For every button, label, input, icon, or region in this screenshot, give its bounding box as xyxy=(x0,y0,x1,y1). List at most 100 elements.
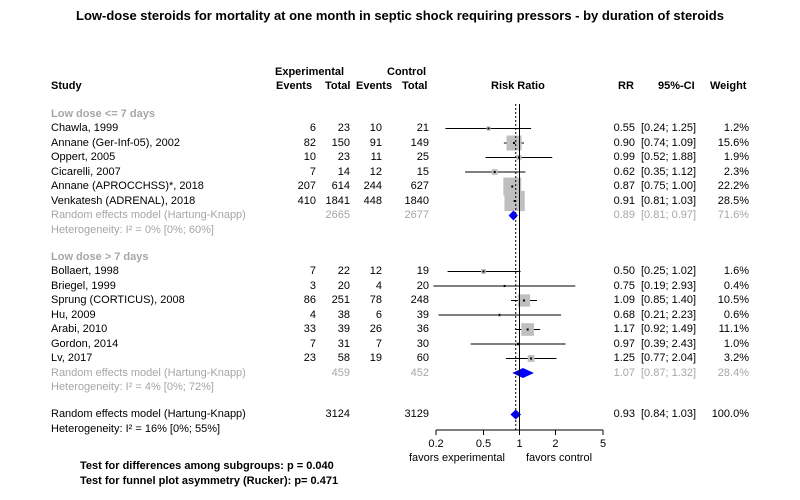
point-estimate xyxy=(498,314,501,316)
header-exp-total: Total xyxy=(325,80,351,92)
point-estimate xyxy=(493,171,496,173)
header-ci: 95%-CI xyxy=(658,80,695,92)
point-estimate xyxy=(487,127,490,130)
ci-cell: [0.84; 1.03] xyxy=(641,408,697,420)
ctl-total-cell: 20 xyxy=(416,279,429,292)
ctl-events-cell: 26 xyxy=(369,323,382,335)
chart-title: Low-dose steroids for mortality at one m… xyxy=(76,8,724,23)
exp-total-cell: 2665 xyxy=(325,209,350,221)
ctl-events-cell: 78 xyxy=(369,294,382,306)
ci-cell: [0.21; 2.23] xyxy=(641,308,697,321)
rr-cell: 0.93 xyxy=(613,408,635,420)
header-ctl-total: Total xyxy=(402,80,428,92)
header-exp-events: Events xyxy=(276,80,313,92)
exp-events-cell: 82 xyxy=(303,136,316,149)
weight-cell: 11.1% xyxy=(718,323,749,335)
random-effects-label: Random effects model (Hartung-Knapp) xyxy=(51,209,246,221)
header-ctl-events: Events xyxy=(356,80,393,92)
ctl-events-cell: 91 xyxy=(369,136,382,149)
exp-total-cell: 150 xyxy=(331,136,350,149)
point-estimate xyxy=(516,343,519,345)
ci-cell: [0.87; 1.32] xyxy=(641,366,697,379)
study-name: Oppert, 2005 xyxy=(51,151,116,163)
weight-cell: 1.6% xyxy=(723,265,749,277)
favors-experimental-label: favors experimental xyxy=(409,452,505,464)
study-name: Hu, 2009 xyxy=(51,308,96,321)
subgroup-diamond xyxy=(512,368,534,378)
weight-cell: 28.4% xyxy=(717,366,749,379)
subgroup-label: Low dose <= 7 days xyxy=(51,108,155,120)
ctl-total-cell: 39 xyxy=(416,308,429,321)
exp-events-cell: 4 xyxy=(309,308,316,321)
exp-events-cell: 410 xyxy=(297,194,316,207)
point-estimate xyxy=(530,357,533,360)
ctl-total-cell: 30 xyxy=(416,337,429,350)
weight-cell: 22.2% xyxy=(717,180,749,192)
subgroup-diamond xyxy=(508,210,518,221)
exp-total-cell: 58 xyxy=(337,352,350,364)
x-tick-label: 0.2 xyxy=(428,438,444,450)
rr-cell: 0.87 xyxy=(613,180,635,192)
exp-events-cell: 86 xyxy=(303,294,316,306)
ctl-events-cell: 11 xyxy=(370,151,382,163)
x-tick-label: 2 xyxy=(552,438,559,450)
heterogeneity-label: Heterogeneity: I² = 4% [0%; 72%] xyxy=(51,381,214,393)
study-name: Venkatesh (ADRENAL), 2018 xyxy=(51,194,196,207)
ci-cell: [0.92; 1.49] xyxy=(641,323,697,335)
point-estimate xyxy=(511,185,514,188)
header-control: Control xyxy=(387,66,427,78)
ctl-total-cell: 3129 xyxy=(404,408,429,420)
study-name: Annane (Ger-Inf-05), 2002 xyxy=(51,136,181,149)
rr-cell: 0.99 xyxy=(613,151,635,163)
ctl-events-cell: 12 xyxy=(369,265,382,277)
rr-cell: 0.62 xyxy=(613,165,635,178)
exp-total-cell: 3124 xyxy=(325,408,350,420)
ctl-events-cell: 12 xyxy=(369,165,382,178)
exp-total-cell: 23 xyxy=(337,151,350,163)
overall-heterogeneity: Heterogeneity: I² = 16% [0%; 55%] xyxy=(51,423,221,435)
study-name: Annane (APROCCHSS)*, 2018 xyxy=(51,180,204,192)
weight-cell: 28.5% xyxy=(717,194,749,207)
ctl-total-cell: 60 xyxy=(416,352,429,364)
x-tick-label: 5 xyxy=(599,438,607,450)
ctl-total-cell: 1840 xyxy=(404,194,429,207)
ctl-events-cell: 244 xyxy=(363,180,382,192)
ctl-total-cell: 25 xyxy=(416,151,429,163)
ctl-total-cell: 15 xyxy=(416,165,429,178)
exp-total-cell: 31 xyxy=(337,337,350,350)
funnel-test: Test for funnel plot asymmetry (Rucker):… xyxy=(80,475,339,487)
study-name: Chawla, 1999 xyxy=(51,122,119,134)
ci-cell: [0.74; 1.09] xyxy=(641,136,697,149)
exp-total-cell: 14 xyxy=(337,165,350,178)
ctl-total-cell: 452 xyxy=(410,366,429,379)
heterogeneity-label: Heterogeneity: I² = 0% [0%; 60%] xyxy=(51,223,214,236)
ctl-total-cell: 19 xyxy=(416,265,429,277)
point-estimate xyxy=(526,328,529,331)
ctl-total-cell: 627 xyxy=(410,180,429,192)
ci-cell: [0.77; 2.04] xyxy=(641,352,697,364)
subgroup-label: Low dose > 7 days xyxy=(51,251,149,263)
study-name: Arabi, 2010 xyxy=(51,323,108,335)
exp-events-cell: 7 xyxy=(309,165,316,178)
rr-cell: 0.89 xyxy=(613,209,635,221)
weight-cell: 3.2% xyxy=(723,352,749,364)
subgroup-test: Test for differences among subgroups: p … xyxy=(80,460,334,472)
random-effects-label: Random effects model (Hartung-Knapp) xyxy=(51,366,246,379)
weight-cell: 1.0% xyxy=(723,337,749,350)
study-name: Briegel, 1999 xyxy=(51,279,116,292)
header-study: Study xyxy=(51,80,82,92)
ctl-total-cell: 248 xyxy=(410,294,429,306)
point-estimate xyxy=(503,285,506,287)
rr-cell: 0.97 xyxy=(613,337,635,350)
study-name: Sprung (CORTICUS), 2008 xyxy=(51,294,185,306)
ctl-total-cell: 36 xyxy=(416,323,429,335)
ctl-total-cell: 2677 xyxy=(404,209,429,221)
ctl-events-cell: 7 xyxy=(375,337,382,350)
ci-cell: [0.19; 2.93] xyxy=(641,279,697,292)
weight-cell: 15.6% xyxy=(717,136,749,149)
ci-cell: [0.39; 2.43] xyxy=(641,337,697,350)
x-tick-label: 0.5 xyxy=(475,438,492,450)
point-estimate xyxy=(513,200,516,202)
ctl-events-cell: 19 xyxy=(369,352,382,364)
